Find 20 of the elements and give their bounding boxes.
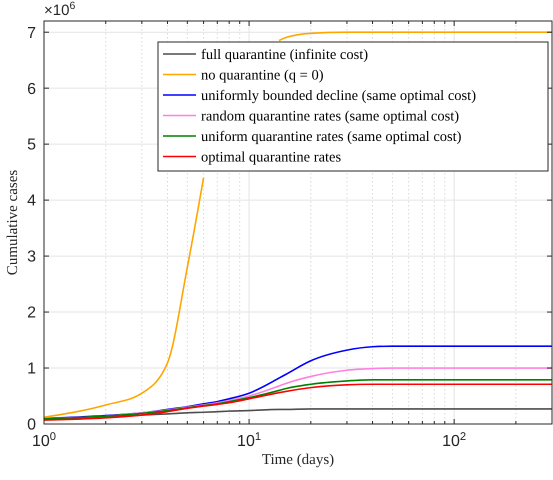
y-tick-label: 4 — [27, 192, 36, 210]
y-tick-label: 2 — [27, 304, 36, 322]
legend-label: full quarantine (infinite cost) — [201, 47, 368, 64]
y-tick-label: 1 — [27, 360, 36, 378]
x-tick-label: 10$^{2}$ — [442, 431, 466, 450]
x-tick-label: 10$^{0}$ — [32, 431, 56, 450]
legend-label: no quarantine (q = 0) — [201, 68, 324, 84]
y-tick-label: 6 — [27, 80, 36, 98]
legend-label: optimal quarantine rates — [201, 150, 342, 166]
text: ×10$^{6}$ — [44, 0, 76, 19]
y-tick-label: 5 — [27, 136, 36, 154]
y-axis-title: Cumulative cases — [5, 170, 21, 276]
legend-label: uniform quarantine rates (same optimal cost) — [201, 129, 462, 146]
y-tick-label: 7 — [27, 24, 36, 42]
y-tick-label: 3 — [27, 248, 36, 266]
legend-label: uniformly bounded decline (same optimal cost) — [201, 88, 476, 104]
y-tick-label: 0 — [27, 416, 36, 434]
x-tick-label: 10$^{1}$ — [237, 431, 262, 450]
legend-label: random quarantine rates (same optimal cost) — [201, 108, 460, 125]
x-axis-title: Time (days) — [262, 452, 334, 468]
